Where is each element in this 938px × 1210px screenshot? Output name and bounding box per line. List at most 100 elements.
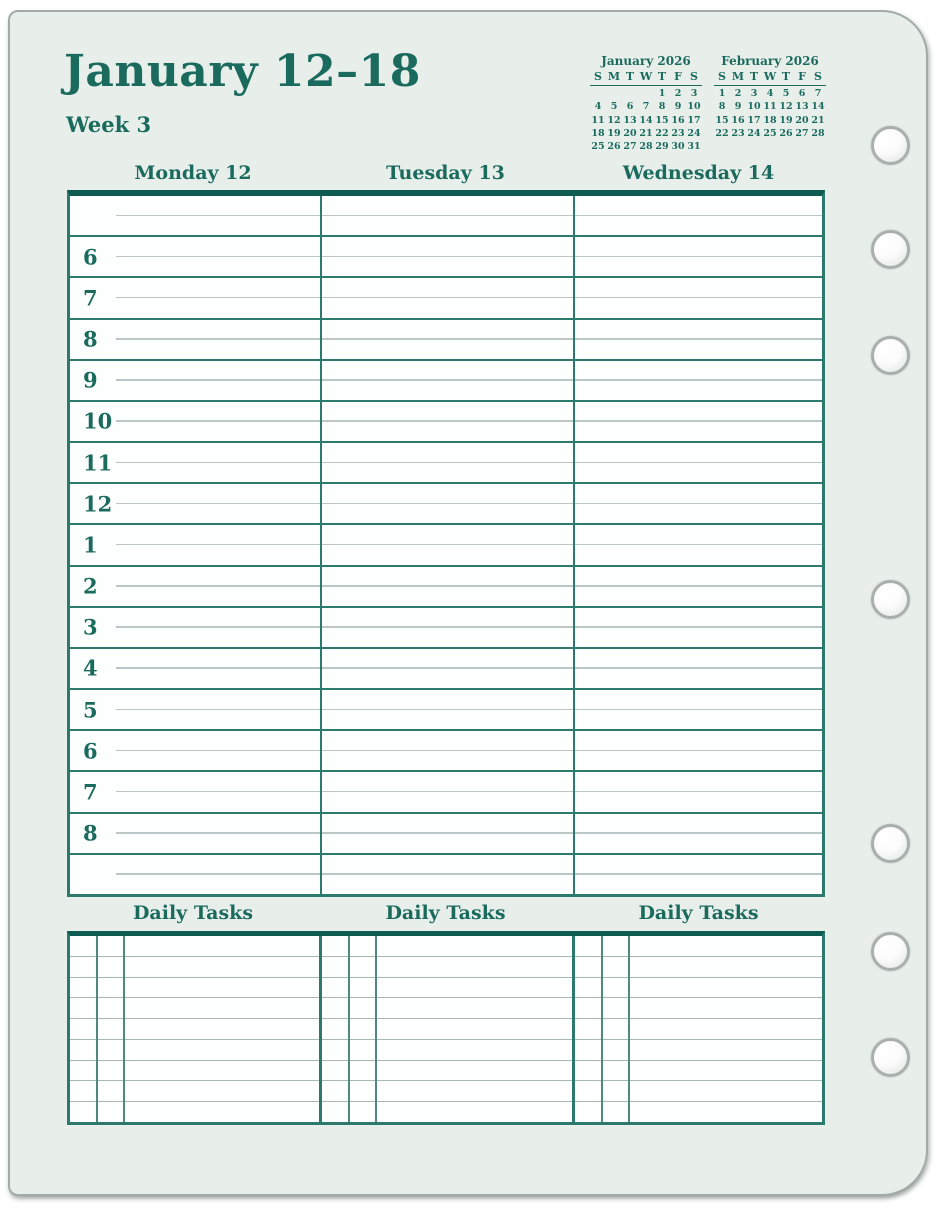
calendar-day: 7 [642,101,650,113]
task-row [575,936,822,957]
calendar-day: 13 [623,114,637,126]
daily-tasks-day-column [575,936,822,1122]
punch-hole [871,336,910,375]
schedule-cell: 8 [70,813,322,853]
half-hour-line [575,296,822,299]
schedule-cell [575,237,822,276]
task-row [575,1102,822,1122]
calendar-day: 8 [658,101,666,113]
weekday-letter: T [781,70,791,83]
calendar-day: 25 [763,127,777,139]
schedule-cell [575,320,822,359]
schedule-cell: 5 [70,690,322,730]
half-hour-line [575,585,822,587]
calendar-day: 9 [734,101,742,113]
schedule-cell [322,401,575,442]
half-hour-line [116,255,320,258]
schedule-cell [322,484,575,524]
task-row [575,978,822,999]
half-hour-line [322,420,573,422]
half-hour-line [322,749,573,752]
task-row [70,1102,319,1122]
schedule-cell: 7 [70,772,322,812]
schedule-cell [575,731,822,770]
schedule-cell [322,196,575,236]
half-hour-line [322,502,573,505]
hour-label: 8 [83,326,98,352]
half-hour-line [322,338,573,340]
schedule-blank-row [70,854,822,894]
schedule-cell: 9 [70,360,322,400]
schedule-cell: 2 [70,566,322,606]
day-headers: Monday 12 Tuesday 13 Wednesday 14 [67,162,825,184]
half-hour-line [116,214,320,217]
schedule-hour-row: 1 [70,525,822,567]
calendar-day: 18 [763,114,777,126]
calendar-day: 15 [715,114,729,126]
calendar-day: 21 [639,127,653,139]
task-row [322,957,572,978]
task-checkbox-column-line [628,936,630,1122]
schedule-cell: 6 [70,731,322,771]
half-hour-line [116,379,320,381]
schedule-cell [322,690,575,730]
calendar-day: 12 [779,101,793,113]
calendar-day: 22 [715,127,729,139]
daily-tasks-day-column [322,936,575,1122]
calendar-day [622,88,638,99]
half-hour-line [322,873,573,875]
schedule-hour-row: 6 [70,731,822,773]
calendar-day: 4 [766,88,774,100]
schedule-cell [575,772,822,811]
calendar-day: 3 [690,88,698,100]
half-hour-line [575,708,822,711]
mini-calendar-next-month: February 2026 S M T W T F S 1 2 3 4 5 6 7 8 9 10 11 12 13 14 1… [714,54,826,152]
calendar-day: 23 [731,127,745,139]
calendar-day: 24 [747,127,761,139]
schedule-cell [575,278,822,317]
half-hour-line [322,543,573,546]
schedule-cell [575,525,822,564]
schedule-hour-row: 8 [70,319,822,361]
mini-calendar-week-row: 18 19 20 21 22 23 24 [590,128,702,139]
weekday-letter: W [763,70,777,83]
calendar-day: 9 [674,101,682,113]
calendar-day [590,88,606,99]
punch-hole [871,126,910,165]
calendar-day: 15 [655,114,669,126]
half-hour-line [575,338,822,340]
schedule-cell [575,443,822,482]
task-row [575,957,822,978]
hour-label: 2 [83,573,98,599]
hour-label: 10 [83,408,113,434]
task-checkbox-column-line [375,936,377,1122]
calendar-day: 26 [779,127,793,139]
hour-label: 12 [83,491,113,517]
schedule-cell: 7 [70,278,322,318]
half-hour-line [575,543,822,546]
calendar-day: 16 [671,114,685,126]
weekday-letter: T [749,70,759,83]
mini-calendar-current-month: January 2026 S M T W T F S 1 2 3 4 5 6 7 8 9 10 11 12 13 14 15… [590,54,702,152]
calendar-day: 29 [655,140,669,152]
hour-label: 6 [83,738,98,764]
half-hour-line [575,214,822,217]
task-row [575,1040,822,1061]
task-row [322,1061,572,1082]
task-row [70,936,319,957]
mini-calendar-week-row: 25 26 27 28 29 30 31 [590,141,702,152]
schedule-cell [70,854,322,894]
half-hour-line [322,296,573,299]
calendar-day: 1 [658,88,666,100]
day-header-wednesday: Wednesday 14 [622,162,775,184]
half-hour-line [116,873,320,875]
half-hour-line [322,832,573,834]
schedule-cell [322,854,575,894]
calendar-day: 2 [674,88,682,100]
calendar-day: 24 [687,127,701,139]
hour-label: 5 [83,697,98,723]
hour-label: 11 [83,450,113,476]
hour-label: 1 [83,532,98,558]
hour-label: 8 [83,820,98,846]
